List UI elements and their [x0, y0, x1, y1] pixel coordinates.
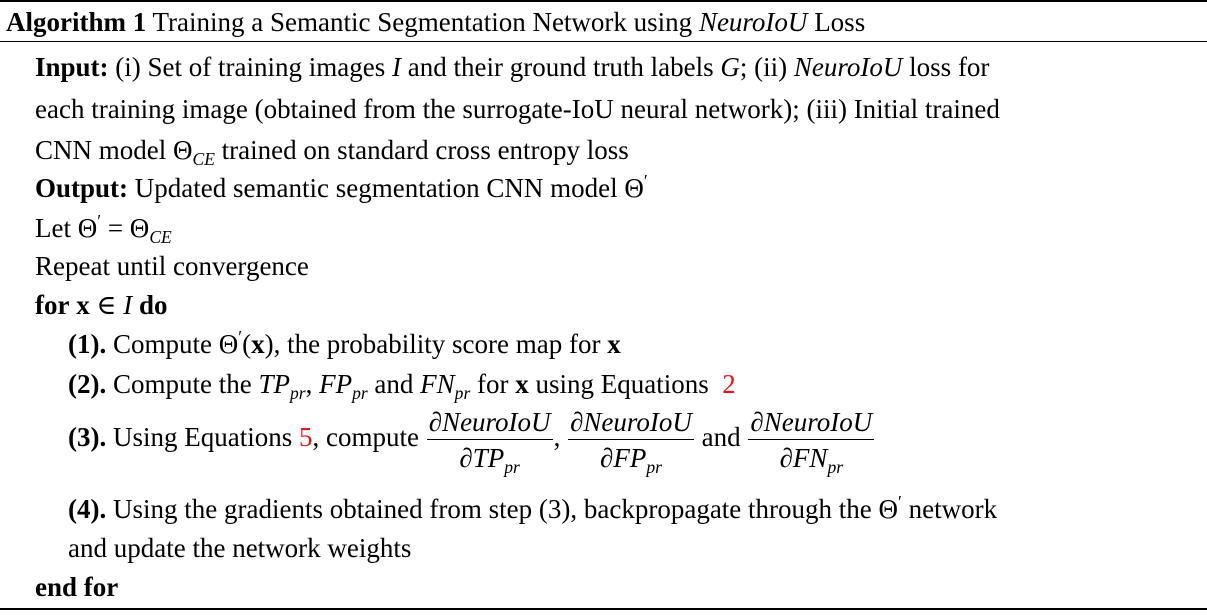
- step-3-text-a: Using Equations: [112, 422, 293, 452]
- input-text-line2: each training image (obtained from the s…: [35, 94, 1000, 124]
- input-text-a: (i) Set of training images: [115, 52, 386, 82]
- fraction-dfp: ∂NeuroIoU ∂FPpr: [568, 407, 694, 476]
- input-line-2: each training image (obtained from the s…: [35, 93, 1000, 125]
- let-text-a: Let Θ: [35, 213, 98, 243]
- repeat-line: Repeat until convergence: [35, 250, 309, 282]
- step-3: (3). Using Equations 5, compute ∂NeuroIo…: [68, 402, 875, 476]
- output-text: Updated semantic segmentation CNN model …: [134, 173, 644, 203]
- step-1-label: (1).: [68, 329, 107, 359]
- equation-5-link[interactable]: 5: [298, 422, 313, 452]
- for-keyword: for: [35, 290, 70, 320]
- dfp-symbol: ∂FP: [600, 442, 647, 473]
- var-x: x: [251, 329, 265, 359]
- paren-open: (: [242, 329, 252, 359]
- title-rule: [0, 41, 1207, 42]
- fraction-numerator: ∂NeuroIoU: [426, 407, 553, 440]
- prime-mark: ′: [643, 171, 648, 192]
- var-I: I: [391, 52, 401, 82]
- title-text: Training a Semantic Segmentation Network…: [152, 7, 693, 37]
- pr-subscript: pr: [827, 456, 844, 477]
- step-4-text-line2: and update the network weights: [68, 533, 412, 563]
- pr-subscript: pr: [646, 456, 662, 477]
- tp-symbol: TP: [258, 369, 290, 399]
- do-keyword: do: [138, 290, 168, 320]
- input-text-line3a: CNN model Θ: [35, 135, 193, 165]
- fraction-dtp: ∂NeuroIoU ∂TPpr: [426, 407, 553, 476]
- step-2-label: (2).: [68, 369, 107, 399]
- step-4-text-a: Using the gradients obtained from step (…: [112, 494, 899, 524]
- input-neuroiou: NeuroIoU: [793, 52, 903, 82]
- step-4-line-1: (4). Using the gradients obtained from s…: [68, 493, 997, 525]
- and-text: and: [701, 422, 741, 452]
- fp-symbol: FP: [319, 369, 353, 399]
- step-1-text-a: Compute Θ: [112, 329, 239, 359]
- let-line: Let Θ′ = ΘCE: [35, 211, 172, 248]
- step-2-text-c: using Equations: [535, 369, 709, 399]
- var-x: x: [607, 329, 621, 359]
- for-line: for x ∈ I do: [35, 289, 168, 321]
- comma: ,: [553, 422, 561, 452]
- fraction-denominator: ∂FNpr: [748, 440, 874, 476]
- pr-subscript: pr: [504, 456, 520, 477]
- repeat-text: Repeat until convergence: [35, 251, 309, 281]
- var-x: x: [515, 369, 529, 399]
- output-line: Output: Updated semantic segmentation CN…: [35, 172, 648, 204]
- fraction-denominator: ∂FPpr: [568, 440, 694, 476]
- top-rule: [0, 0, 1207, 2]
- dfn-symbol: ∂FN: [779, 442, 828, 473]
- title-loss: Loss: [814, 7, 866, 37]
- var-I: I: [123, 290, 133, 320]
- ce-subscript: CE: [192, 149, 215, 170]
- input-text-b: and their ground truth labels: [407, 52, 714, 82]
- output-label: Output:: [35, 173, 129, 203]
- end-for-line: end for: [35, 571, 118, 603]
- step-4-line-2: and update the network weights: [68, 532, 411, 564]
- step-4-text-b: network: [908, 494, 998, 524]
- and-text: and: [374, 369, 414, 399]
- equation-2-link[interactable]: 2: [722, 369, 736, 399]
- fraction-numerator: ∂NeuroIoU: [568, 407, 694, 440]
- input-text-d: loss for: [909, 52, 990, 82]
- input-label: Input:: [35, 52, 109, 82]
- step-4-label: (4).: [68, 494, 107, 524]
- let-text-b: = Θ: [107, 213, 150, 243]
- end-for-keyword: end for: [35, 572, 119, 602]
- pr-subscript: pr: [352, 383, 368, 404]
- element-of-symbol: ∈: [96, 290, 117, 320]
- prime-mark: ′: [898, 492, 902, 513]
- input-text-line3b: trained on standard cross entropy loss: [221, 135, 629, 165]
- prime-mark: ′: [238, 327, 243, 348]
- step-2-text-a: Compute the: [112, 369, 252, 399]
- step-3-text-b: , compute: [312, 422, 419, 452]
- step-1-text-c: ), the probability score map for: [264, 329, 601, 359]
- step-1: (1). Compute Θ′(x), the probability scor…: [68, 328, 621, 360]
- input-line-1: Input: (i) Set of training images I and …: [35, 51, 989, 83]
- input-line-3: CNN model ΘCE trained on standard cross …: [35, 134, 629, 170]
- var-x: x: [76, 290, 90, 320]
- ce-subscript: CE: [149, 227, 172, 248]
- algorithm-number: Algorithm 1: [6, 7, 147, 37]
- pr-subscript: pr: [454, 383, 471, 404]
- prime-mark: ′: [97, 211, 102, 232]
- fn-symbol: FN: [420, 369, 455, 399]
- pr-subscript: pr: [289, 383, 306, 404]
- fraction-dfn: ∂NeuroIoU ∂FNpr: [748, 407, 875, 476]
- step-2-text-b: for: [477, 369, 509, 399]
- fraction-denominator: ∂TPpr: [427, 440, 553, 476]
- dtp-symbol: ∂TP: [459, 442, 505, 473]
- fraction-numerator: ∂NeuroIoU: [748, 407, 875, 440]
- algorithm-title: Algorithm 1 Training a Semantic Segmenta…: [6, 6, 865, 38]
- input-text-c: ; (ii): [739, 52, 788, 82]
- step-2: (2). Compute the TPpr, FPpr and FNpr for…: [68, 368, 736, 404]
- title-neuroiou: NeuroIoU: [698, 7, 808, 37]
- var-G: G: [720, 52, 740, 82]
- bottom-rule: [0, 608, 1207, 610]
- comma: ,: [305, 369, 313, 399]
- step-3-label: (3).: [68, 422, 107, 452]
